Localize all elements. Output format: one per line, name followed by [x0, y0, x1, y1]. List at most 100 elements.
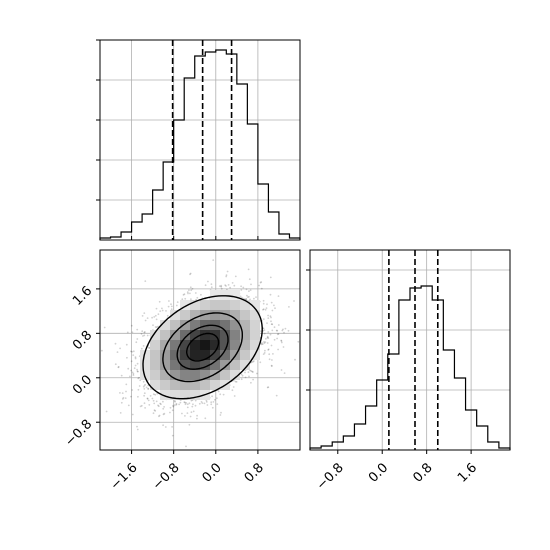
scatter-point — [167, 305, 170, 308]
scatter-point — [189, 273, 191, 276]
scatter-point — [196, 414, 199, 417]
density-cell — [230, 370, 240, 380]
scatter-point — [117, 366, 120, 368]
scatter-point — [175, 304, 178, 307]
scatter-point — [101, 349, 103, 352]
scatter-point — [154, 410, 157, 412]
scatter-point — [144, 407, 147, 409]
scatter-point — [220, 411, 222, 414]
scatter-point — [256, 372, 258, 375]
scatter-point — [255, 296, 257, 298]
scatter-point — [132, 354, 135, 356]
scatter-point — [245, 298, 248, 301]
scatter-point — [252, 360, 255, 363]
scatter-point — [262, 308, 264, 311]
scatter-point — [155, 326, 158, 328]
density-cell — [180, 360, 190, 370]
scatter-point — [269, 276, 272, 279]
scatter-point — [249, 289, 252, 291]
scatter-point — [181, 412, 183, 415]
scatter-point — [201, 402, 204, 404]
density-cell — [200, 300, 210, 310]
scatter-point — [175, 402, 178, 405]
scatter-point — [155, 400, 158, 403]
scatter-point — [142, 345, 145, 347]
scatter-point — [219, 414, 222, 416]
scatter-point — [169, 411, 171, 414]
density-cell — [190, 350, 200, 360]
scatter-point — [266, 386, 269, 389]
scatter-point — [139, 405, 142, 408]
scatter-point — [210, 283, 213, 286]
density-cell — [160, 340, 170, 350]
scatter-point — [124, 397, 127, 399]
scatter-point — [157, 325, 159, 328]
scatter-point — [273, 304, 275, 307]
scatter-point — [267, 337, 270, 339]
scatter-point — [251, 361, 254, 363]
scatter-point — [271, 309, 274, 312]
scatter-point — [121, 398, 124, 400]
scatter-point — [187, 292, 189, 295]
scatter-point — [136, 338, 139, 340]
scatter-point — [267, 348, 270, 351]
scatter-point — [168, 300, 170, 302]
scatter-point — [163, 406, 166, 408]
density-cell — [250, 320, 260, 330]
density-cell — [170, 330, 180, 340]
scatter-point — [117, 366, 120, 369]
scatter-point — [186, 406, 189, 409]
histogram-step-line — [99, 49, 301, 240]
scatter-point — [158, 415, 160, 418]
scatter-point — [148, 346, 151, 349]
scatter-point — [274, 307, 276, 310]
scatter-point — [259, 361, 262, 364]
scatter-point — [136, 368, 139, 371]
scatter-point — [176, 301, 179, 303]
scatter-point — [184, 297, 187, 300]
density-cell — [240, 360, 250, 370]
density-cell — [210, 370, 220, 380]
scatter-point — [270, 323, 273, 325]
scatter-point — [141, 330, 144, 333]
scatter-point — [186, 403, 189, 406]
scatter-point — [131, 389, 134, 391]
scatter-point — [244, 376, 247, 379]
scatter-point — [190, 298, 192, 300]
scatter-point — [188, 423, 191, 426]
density-cell — [170, 390, 180, 400]
scatter-point — [269, 333, 272, 336]
scatter-point — [125, 390, 127, 393]
density-cell — [240, 350, 250, 360]
density-cell — [160, 380, 170, 390]
scatter-point — [241, 374, 244, 377]
scatter-point — [220, 287, 223, 290]
scatter-point — [194, 404, 197, 407]
scatter-point — [280, 339, 283, 342]
scatter-point — [264, 349, 266, 352]
scatter-point — [275, 329, 278, 332]
x-tick-label: 0.8 — [242, 460, 267, 485]
scatter-point — [173, 404, 176, 406]
scatter-point — [148, 404, 151, 406]
density-cell — [220, 370, 230, 380]
scatter-point — [273, 326, 276, 329]
scatter-point — [125, 343, 128, 346]
scatter-point — [277, 333, 280, 335]
scatter-point — [264, 308, 267, 311]
density-cell — [190, 340, 200, 350]
scatter-point — [217, 390, 220, 393]
density-cell — [210, 300, 220, 310]
scatter-point — [240, 289, 243, 291]
density-cell — [190, 380, 200, 390]
scatter-point — [250, 381, 252, 384]
contour-line — [162, 312, 243, 383]
scatter-point — [152, 412, 155, 415]
scatter-point — [152, 393, 155, 396]
scatter-point — [149, 395, 152, 397]
scatter-point — [276, 333, 279, 336]
density-cell — [180, 350, 190, 360]
scatter-point — [198, 402, 201, 405]
density-cell — [210, 350, 220, 360]
